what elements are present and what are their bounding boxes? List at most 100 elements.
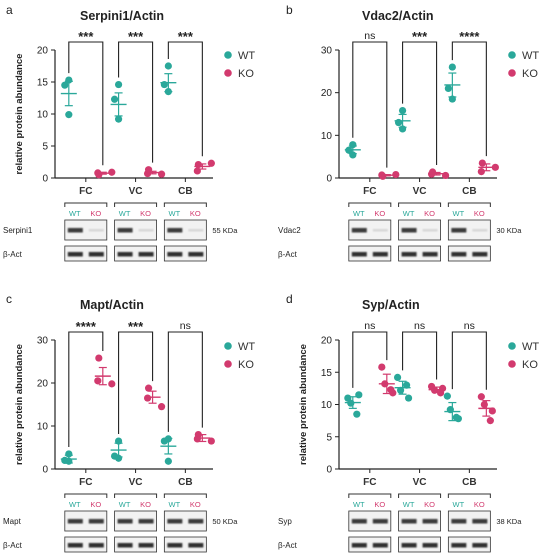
significance-bracket <box>68 41 104 166</box>
data-point-wt <box>349 151 357 159</box>
data-point-ko <box>441 171 450 180</box>
blot-band-wt <box>451 228 467 233</box>
blot-group-bracket <box>348 202 392 207</box>
blot-lane-label-wt: WT <box>453 209 465 218</box>
data-point-wt <box>110 95 119 103</box>
y-tick-label: 10 <box>37 110 49 121</box>
blot-target-box <box>163 510 207 532</box>
data-point-wt <box>448 95 456 103</box>
legend-label: KO <box>238 68 254 80</box>
blot-actin-band-wt <box>401 543 417 548</box>
blot-target-box <box>114 219 157 241</box>
blot-size-label: 55 KDa <box>212 226 238 235</box>
legend-label: KO <box>238 359 254 371</box>
blot-band-ko <box>472 519 488 524</box>
blot-lane-label-ko: KO <box>90 209 101 218</box>
blot-row-label-actin: β-Act <box>3 541 23 550</box>
data-point-wt <box>65 457 73 465</box>
blot-lane-label-wt: WT <box>119 500 131 509</box>
significance-label: ns <box>180 320 191 332</box>
data-point-wt <box>402 381 411 389</box>
data-point-ko <box>194 160 202 169</box>
data-point-ko <box>392 170 400 179</box>
blot-row-label-target: Mapt <box>3 517 22 526</box>
x-tick-label: CB <box>462 186 476 197</box>
y-tick-label: 15 <box>37 78 49 89</box>
significance-bracket <box>118 331 154 435</box>
blot-target-box <box>348 510 392 532</box>
blot-actin-band-wt <box>167 252 183 257</box>
blot-actin-box <box>447 245 491 262</box>
x-tick-label: FC <box>79 186 92 197</box>
blot-lane-label-ko: KO <box>474 209 485 218</box>
data-point-wt <box>114 115 123 123</box>
y-tick-label: 0 <box>326 174 332 185</box>
significance-label: *** <box>412 29 428 44</box>
data-point-wt <box>65 111 73 119</box>
blot-actin-band-wt <box>351 543 367 548</box>
blot-row-label-target: Vdac2 <box>278 226 301 235</box>
data-point-wt <box>396 386 405 394</box>
blot-target-box <box>398 219 441 241</box>
data-point-ko <box>491 163 499 171</box>
data-point-ko <box>488 407 496 415</box>
y-tick-label: 30 <box>37 336 49 347</box>
data-point-ko <box>108 380 116 388</box>
blot-actin-box <box>398 245 441 262</box>
blot-actin-box <box>348 245 392 262</box>
data-point-wt <box>164 88 172 96</box>
blot-actin-band-wt <box>67 543 83 548</box>
data-point-wt <box>353 410 361 418</box>
blot-group-bracket <box>163 202 207 207</box>
y-tick-label: 10 <box>321 400 333 411</box>
blot-target-box <box>447 219 491 241</box>
blot-actin-band-ko <box>138 543 154 548</box>
panel-letter: c <box>6 292 12 306</box>
significance-label: *** <box>128 29 144 44</box>
legend-marker-ko <box>508 69 516 77</box>
significance-bracket <box>352 331 388 388</box>
panel-letter: d <box>286 292 293 306</box>
blot-lane-label-wt: WT <box>353 209 365 218</box>
data-point-ko <box>486 417 494 425</box>
blot-actin-band-wt <box>451 543 467 548</box>
legend-marker-ko <box>224 69 232 77</box>
data-point-ko <box>207 437 215 445</box>
data-point-wt <box>164 62 172 70</box>
data-point-ko <box>427 170 436 178</box>
data-point-ko <box>193 167 201 175</box>
chart-title: Mapt/Actin <box>80 298 144 312</box>
legend-label: WT <box>522 50 539 62</box>
data-point-ko <box>430 386 439 394</box>
blot-lane-label-wt: WT <box>169 209 181 218</box>
blot-band-ko <box>372 229 388 232</box>
blot-actin-band-wt <box>117 543 133 548</box>
blot-lane-label-ko: KO <box>90 500 101 509</box>
data-point-wt <box>448 63 456 71</box>
data-point-ko <box>378 363 386 371</box>
significance-label: **** <box>76 319 97 334</box>
significance-bracket <box>167 331 203 432</box>
significance-bracket <box>451 41 487 157</box>
blot-actin-box <box>114 536 157 553</box>
blot-group-bracket <box>114 493 158 498</box>
x-tick-label: CB <box>178 477 192 488</box>
blot-band-wt <box>117 228 133 233</box>
blot-lane-label-wt: WT <box>453 500 465 509</box>
data-point-wt <box>160 80 168 89</box>
significance-label: **** <box>459 29 480 44</box>
data-point-ko <box>477 393 485 401</box>
blot-size-label: 38 KDa <box>496 517 522 526</box>
x-tick-label: VC <box>129 186 143 197</box>
significance-bracket <box>451 331 487 390</box>
x-tick-label: FC <box>79 477 92 488</box>
blot-lane-label-wt: WT <box>69 209 81 218</box>
y-axis-label: relative protein abundance <box>14 344 25 465</box>
blot-actin-box <box>163 245 207 262</box>
blot-band-wt <box>351 228 367 233</box>
data-point-wt <box>114 80 123 89</box>
blot-actin-band-wt <box>117 252 133 257</box>
blot-lane-label-ko: KO <box>190 500 201 509</box>
blot-band-wt <box>167 519 183 524</box>
data-point-wt <box>446 406 454 414</box>
